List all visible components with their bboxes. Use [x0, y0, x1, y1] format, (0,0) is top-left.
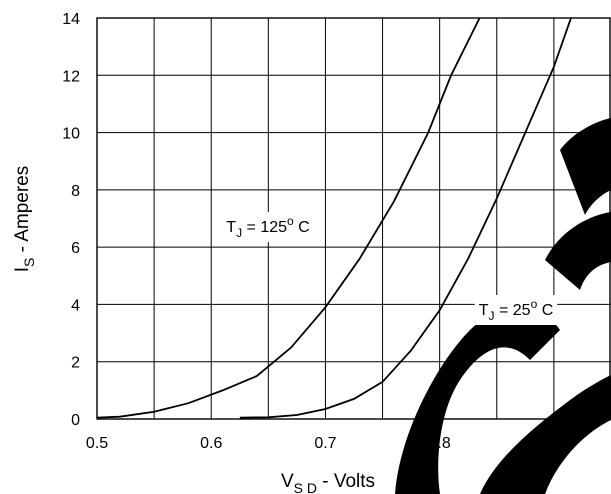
x-axis-label: VS D - Volts: [281, 471, 375, 494]
annotation-part: C: [537, 302, 553, 319]
y-tick-labels: 0 2 4 6 8 10 12 14: [62, 11, 80, 429]
x-axis-label-rest: - Volts: [317, 471, 375, 492]
x-tick-label: 0.5: [86, 435, 108, 452]
annotation-part: = 25: [495, 302, 531, 319]
watermark-shape-2: [480, 375, 611, 494]
x-tick-labels: 0.5 0.6 0.7 0.8 0.9: [86, 435, 565, 452]
y-axis-label: IS - Amperes: [12, 166, 37, 273]
y-tick-label: 4: [71, 297, 80, 314]
y-tick-label: 12: [62, 68, 80, 85]
watermark-shape-4: [545, 212, 611, 290]
y-tick-label: 10: [62, 126, 80, 143]
watermark-shape-1: [395, 307, 560, 494]
watermark: [395, 118, 611, 494]
x-tick-label: 0.9: [543, 435, 565, 452]
annotation-part: T: [479, 302, 489, 319]
annotation-part: o: [287, 214, 294, 228]
y-tick-label: 14: [62, 11, 80, 28]
annotation-part: C: [294, 219, 310, 236]
annotations: TJ = 125o CTJ = 25o C: [222, 212, 558, 325]
annotation-bg: [474, 295, 558, 325]
y-axis-label-main: I: [12, 267, 33, 272]
x-axis-label-main: V: [281, 471, 294, 492]
x-axis-label-sub: S D: [294, 480, 317, 494]
annotation-bg: [222, 212, 314, 242]
annotation-part: o: [531, 297, 538, 311]
x-tick-label: 0.7: [314, 435, 336, 452]
annotation-part: = 125: [242, 219, 287, 236]
series-annotation-2: TJ = 25o C: [479, 297, 554, 323]
y-tick-label: 8: [71, 183, 80, 200]
series-line-2: [239, 18, 572, 419]
y-tick-label: 6: [71, 240, 80, 257]
grid: [97, 18, 611, 419]
annotation-part: J: [236, 226, 242, 240]
y-axis-label-rest: - Amperes: [12, 166, 33, 258]
y-axis-label-sub: S: [21, 258, 37, 267]
watermark-shape-3: [560, 118, 611, 215]
x-tick-label: 0.6: [200, 435, 222, 452]
annotation-part: J: [489, 309, 495, 323]
x-tick-label: 0.8: [429, 435, 451, 452]
annotation-part: T: [226, 219, 236, 236]
y-tick-label: 0: [71, 412, 80, 429]
series-annotation-1: TJ = 125o C: [226, 214, 309, 240]
series-line-1: [97, 18, 481, 419]
y-tick-label: 2: [71, 355, 80, 372]
series-group: [97, 18, 572, 419]
plot-border: [96, 17, 611, 420]
